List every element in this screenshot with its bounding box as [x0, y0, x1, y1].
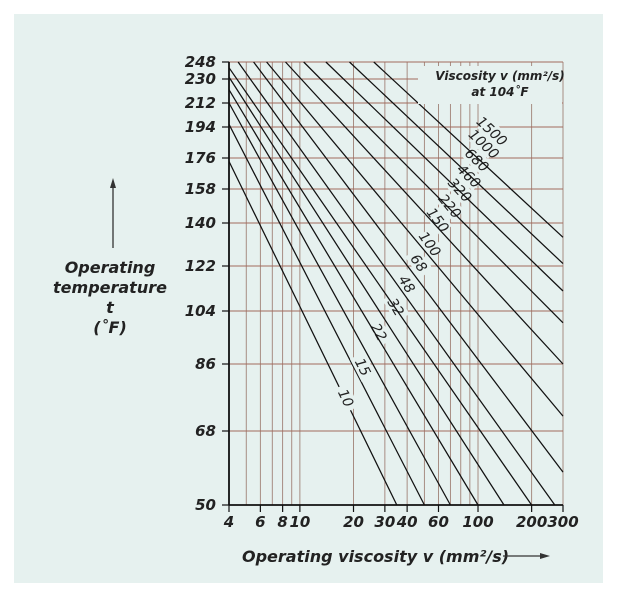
series-line-1500 [373, 61, 564, 238]
y-tick-label: 176 [185, 149, 216, 167]
series-label-background [405, 247, 433, 279]
x-tick-label: 30 [374, 513, 395, 531]
y-tick-label: 104 [185, 302, 216, 320]
series-label-background [393, 268, 421, 300]
series-label-background [462, 145, 492, 175]
series-label-background [477, 116, 507, 146]
x-tick-label: 4 [223, 513, 234, 531]
x-tick-label: 100 [462, 513, 493, 531]
x-tick-label: 10 [289, 513, 310, 531]
x-tick-label: 60 [428, 513, 449, 531]
y-tick-label: 212 [185, 94, 216, 112]
series-line-15 [228, 124, 425, 506]
y-axis-title-line-4: (˚F) [93, 318, 127, 337]
series-label-background [365, 316, 393, 348]
y-tick-label: 140 [185, 214, 216, 232]
y-tick-label: 122 [185, 257, 216, 275]
x-tick-label: 40 [396, 513, 418, 531]
legend-title-line-1: Viscosity v (mm²/s) [435, 69, 564, 83]
x-axis-arrowhead-icon [540, 553, 550, 559]
legend-title-line-2: at 104˚F [471, 85, 529, 99]
series-line-460 [303, 61, 564, 324]
series-line-68 [228, 67, 533, 506]
series-line-150 [253, 61, 564, 473]
y-axis-title-line-3: t [106, 298, 115, 317]
y-tick-label: 194 [185, 118, 216, 136]
series-label-background [415, 228, 445, 260]
series-line-10 [228, 161, 398, 506]
x-tick-label: 20 [343, 513, 364, 531]
axis-layer [222, 61, 564, 512]
y-tick-label: 158 [185, 180, 216, 198]
series-line-48 [228, 76, 505, 506]
series-line-220 [266, 61, 564, 417]
x-tick-label: 6 [255, 513, 265, 531]
y-tick-label: 248 [185, 53, 216, 71]
series-line-1000 [349, 61, 564, 265]
series-label-background [469, 129, 499, 159]
y-axis-title-line-2: temperature [53, 278, 167, 297]
x-tick-label: 300 [547, 513, 578, 531]
x-tick-label: 200 [516, 513, 547, 531]
series-label-background [349, 351, 377, 383]
x-axis-title: Operating viscosity v (mm²/s) [242, 547, 509, 566]
series-line-680 [325, 61, 564, 292]
series-label-background [333, 382, 359, 414]
y-axis-title-line-1: Operating [65, 258, 156, 277]
series-line-32 [228, 89, 479, 506]
series-label-10: 10 [334, 387, 356, 410]
x-tick-label: 8 [277, 513, 287, 531]
legend-title-box [418, 66, 562, 104]
series-label-background [423, 204, 453, 236]
series-label-22: 22 [367, 321, 390, 344]
y-tick-label: 50 [195, 496, 216, 514]
y-tick-label: 86 [195, 355, 216, 373]
y-tick-label: 230 [185, 70, 216, 88]
y-axis-arrowhead-icon [110, 178, 116, 188]
chart-background-panel [14, 14, 603, 583]
series-label-15: 15 [351, 356, 373, 379]
series-line-320 [285, 61, 564, 365]
series-label-background [445, 175, 475, 205]
y-tick-label: 68 [195, 422, 216, 440]
series-line-22 [228, 102, 451, 506]
series-line-100 [237, 61, 556, 506]
series-label-background [435, 190, 465, 222]
